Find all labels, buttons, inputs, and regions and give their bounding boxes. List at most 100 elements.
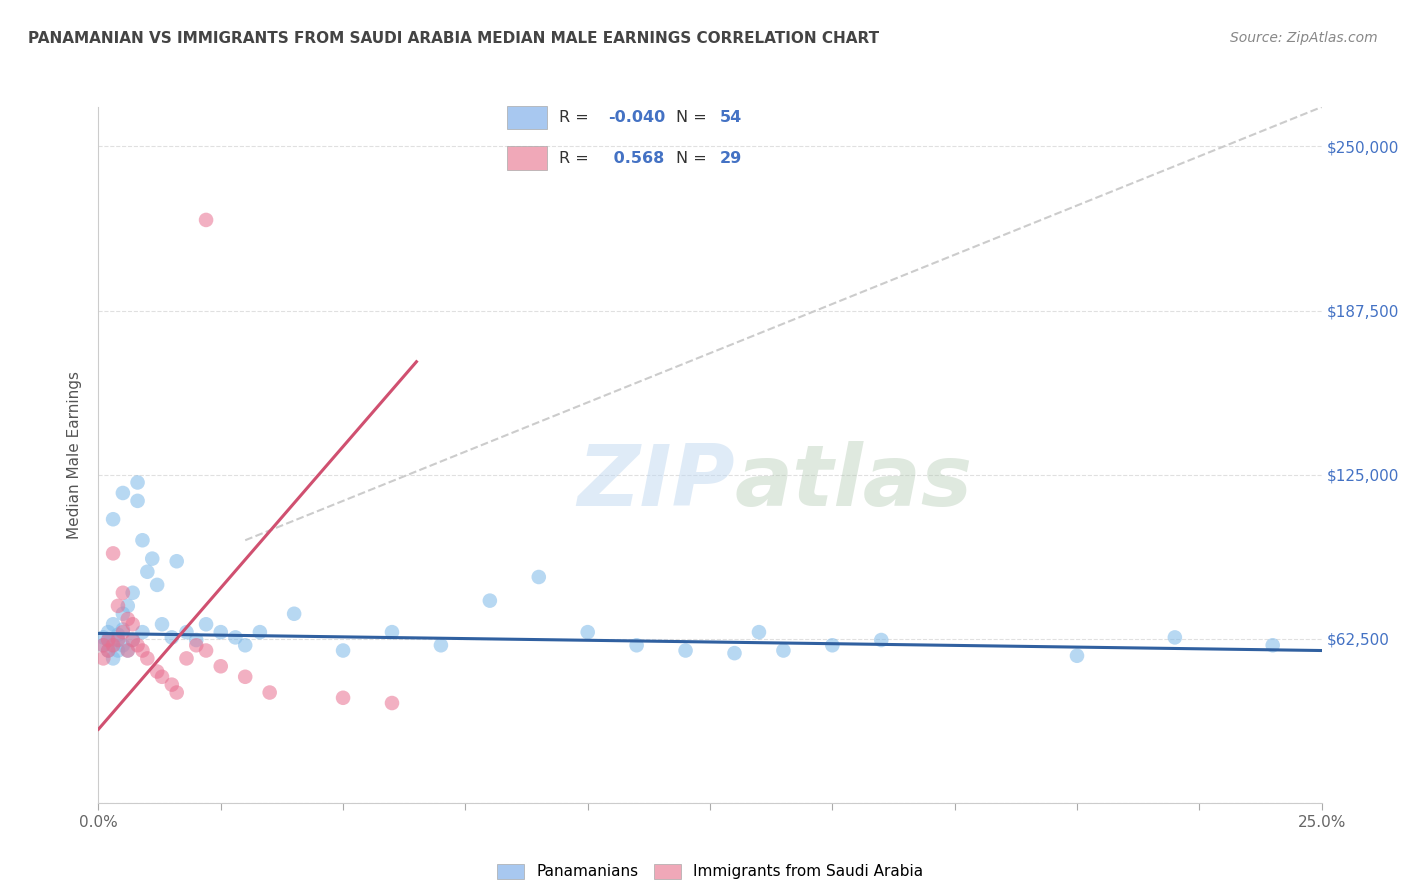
Text: PANAMANIAN VS IMMIGRANTS FROM SAUDI ARABIA MEDIAN MALE EARNINGS CORRELATION CHAR: PANAMANIAN VS IMMIGRANTS FROM SAUDI ARAB… [28,31,879,46]
Point [121,633,143,648]
Point [150,670,173,684]
Point [141,551,163,566]
Point [97,643,120,657]
Point [748,625,770,640]
Text: -0.040: -0.040 [609,110,665,125]
Point [111,625,134,640]
Point [91,651,114,665]
Point [107,633,129,648]
Point [233,638,256,652]
Point [97,643,120,657]
Text: 0.568: 0.568 [609,151,665,166]
Point [121,586,143,600]
Point [146,665,169,679]
Text: Source: ZipAtlas.com: Source: ZipAtlas.com [1230,31,1378,45]
Bar [508,146,547,169]
Point [117,612,139,626]
Text: R =: R = [560,151,593,166]
Point [107,599,129,613]
Point [91,638,114,652]
Point [478,593,501,607]
Point [430,638,453,652]
Point [117,599,139,613]
Point [160,678,183,692]
Point [111,586,134,600]
Point [107,633,129,648]
Point [91,638,114,652]
Point [209,659,232,673]
Point [101,651,124,665]
Point [176,651,198,665]
Point [131,533,153,548]
Point [97,633,120,648]
Point [131,643,153,657]
Point [1164,631,1187,645]
Point [1261,638,1284,652]
Point [136,651,159,665]
Point [150,617,173,632]
Text: 29: 29 [720,151,742,166]
Point [111,623,134,637]
Point [576,625,599,640]
Bar [508,105,547,129]
Point [186,633,208,648]
Point [160,631,183,645]
Point [195,213,218,227]
Point [101,617,124,632]
Point [101,546,124,560]
Point [195,643,218,657]
Point [821,638,844,652]
Point [117,643,139,657]
Text: 54: 54 [720,110,742,125]
Point [136,565,159,579]
Point [381,625,404,640]
Point [111,638,134,652]
Text: N =: N = [676,151,711,166]
Text: N =: N = [676,110,711,125]
Point [249,625,271,640]
Point [675,643,697,657]
Point [166,685,188,699]
Point [121,617,143,632]
Point [97,633,120,648]
Point [626,638,648,652]
Point [381,696,404,710]
Point [111,607,134,621]
Point [166,554,188,568]
Y-axis label: Median Male Earnings: Median Male Earnings [67,371,83,539]
Point [195,617,218,632]
Point [107,643,129,657]
Text: R =: R = [560,110,593,125]
Point [97,625,120,640]
Point [111,486,134,500]
Point [224,631,246,645]
Point [186,638,208,652]
Point [107,628,129,642]
Point [870,633,893,648]
Point [527,570,550,584]
Legend: Panamanians, Immigrants from Saudi Arabia: Panamanians, Immigrants from Saudi Arabi… [491,857,929,886]
Point [127,475,149,490]
Point [332,643,354,657]
Point [176,625,198,640]
Point [259,685,281,699]
Text: atlas: atlas [734,442,973,524]
Point [283,607,305,621]
Text: ZIP: ZIP [576,442,734,524]
Point [101,638,124,652]
Point [127,494,149,508]
Point [1066,648,1088,663]
Point [101,512,124,526]
Point [117,643,139,657]
Point [233,670,256,684]
Point [723,646,745,660]
Point [209,625,232,640]
Point [91,631,114,645]
Point [146,578,169,592]
Point [121,633,143,648]
Point [131,625,153,640]
Point [127,638,149,652]
Point [332,690,354,705]
Point [772,643,794,657]
Point [101,638,124,652]
